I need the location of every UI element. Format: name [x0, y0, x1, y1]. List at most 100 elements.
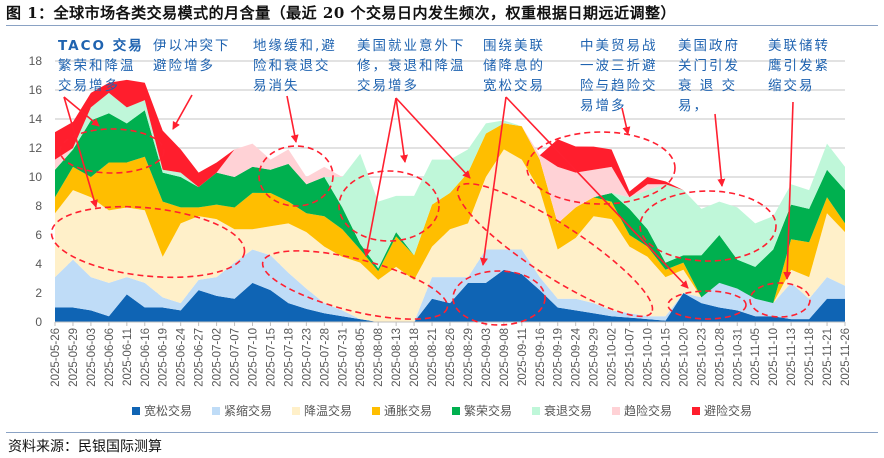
x-tick-label: 2025-09-08	[499, 328, 511, 387]
x-tick-label: 2025-10-02	[607, 328, 619, 387]
annotation-4: 围绕美联 储降息的 宽松交易	[483, 36, 545, 96]
annotation-5: 中美贸易战一波三折避险与趋险交易增多	[580, 36, 658, 116]
legend-item: 紧缩交易	[211, 402, 272, 419]
annotation-line: 险与趋险交	[580, 78, 658, 94]
y-tick-label: 12	[29, 141, 43, 155]
x-tick-label: 2025-10-28	[714, 328, 726, 387]
legend-swatch	[211, 406, 220, 415]
chart-legend: 宽松交易 紧缩交易 降温交易 通胀交易 繁荣交易 衰退交易 趋险交易 避险交易	[0, 402, 884, 419]
legend-label: 避险交易	[704, 404, 753, 418]
x-tick-label: 2025-09-11	[517, 328, 529, 386]
legend-swatch	[532, 406, 541, 415]
y-tick-label: 18	[29, 54, 43, 68]
x-tick-label: 2025-08-08	[373, 328, 385, 387]
area-series-2	[55, 149, 845, 322]
y-tick-label: 10	[29, 170, 43, 184]
x-tick-label: 2025-08-05	[355, 328, 367, 387]
stacked-area-chart: 0 2 4 6 8 10 12 14 16 18 2025-05-26 2025-05-29 2025-…	[29, 54, 852, 387]
x-tick-label: 2025-10-20	[678, 328, 690, 387]
highlight-ellipses	[50, 128, 811, 326]
x-tick-label: 2025-10-07	[625, 328, 637, 387]
legend-label: 衰退交易	[544, 404, 593, 418]
x-tick-label: 2025-10-31	[732, 328, 744, 387]
ellipse-tightening-nov	[749, 282, 811, 318]
x-tick-label: 2025-09-03	[481, 328, 493, 387]
annotation-line: 交易增多	[357, 78, 419, 94]
annotation-line: 围绕美联	[483, 38, 545, 54]
legend-swatch	[291, 406, 300, 415]
legend-item: 避险交易	[692, 402, 752, 419]
arrow-hawk	[783, 101, 794, 280]
legend-label: 繁荣交易	[464, 404, 513, 418]
annotation-line: 鹰引发紧	[768, 58, 830, 74]
arrow-fed-2	[505, 96, 689, 289]
legend-item: 趋险交易	[612, 402, 672, 419]
arrow-fed-1	[479, 96, 507, 266]
x-tick-label: 2025-07-07	[230, 328, 242, 387]
legend-label: 趋险交易	[624, 404, 673, 418]
ellipse-cooling-aug	[261, 250, 449, 320]
annotation-line: 衰 退 交	[678, 78, 738, 94]
arrow-jobs-2	[363, 97, 397, 257]
area-series-3	[55, 123, 845, 304]
annotation-line: 险和衰退交	[253, 58, 331, 74]
x-tick-label: 2025-10-23	[696, 328, 708, 387]
annotation-line: 中美贸易战	[580, 38, 658, 54]
arrow-taco-1	[63, 96, 100, 127]
legend-swatch	[612, 406, 621, 415]
annotation-line: 易增多	[580, 98, 627, 114]
arrow-iran	[172, 94, 193, 130]
annotation-line: 繁荣和降温	[58, 58, 136, 74]
annotation-0: TACO 交易 繁荣和降温交易增多	[58, 36, 144, 96]
x-tick-label: 2025-11-05	[750, 328, 762, 386]
y-tick-label: 16	[29, 83, 43, 97]
x-tick-label: 2025-09-16	[535, 328, 547, 387]
y-tick-label: 6	[35, 228, 42, 242]
y-tick-label: 4	[35, 257, 42, 271]
legend-item: 通胀交易	[371, 402, 432, 419]
ellipse-risk-oct	[526, 131, 676, 205]
annotation-line: 地缘缓和,避	[253, 38, 337, 54]
x-tick-label: 2025-09-29	[589, 328, 601, 387]
annotation-line: 宽松交易	[483, 78, 545, 94]
annotation-arrows	[63, 94, 794, 289]
x-tick-label: 2025-09-19	[553, 328, 565, 387]
x-tick-label: 2025-08-13	[391, 328, 403, 387]
ellipse-boom	[59, 128, 165, 174]
x-tick-label: 2025-10-15	[660, 328, 672, 387]
annotation-line: 关门引发	[678, 58, 740, 74]
x-tick-label: 2025-08-18	[409, 328, 421, 387]
x-tick-label: 2025-05-26	[50, 328, 62, 387]
annotation-line: 缩交易	[768, 78, 815, 94]
source-note: 资料来源：民银国际测算	[8, 439, 162, 455]
legend-item: 降温交易	[291, 402, 352, 419]
ellipse-easing-sep	[452, 270, 546, 326]
area-series-4	[55, 110, 845, 304]
legend-swatch	[131, 406, 140, 415]
annotation-7: 美联储转 鹰引发紧 缩交易	[768, 36, 830, 96]
x-tick-label: 2025-06-27	[194, 328, 206, 387]
x-tick-label: 2025-11-26	[840, 328, 852, 386]
legend-label: 降温交易	[303, 404, 352, 418]
x-tick-label: 2025-06-03	[86, 328, 98, 387]
arrow-taco-2	[63, 96, 98, 208]
arrow-jobs-1	[395, 97, 408, 163]
figure-title: 图 1：全球市场各类交易模式的月含量（最近 20 个交易日内发生频次，权重根据日…	[6, 4, 676, 22]
annotation-line: 一波三折避	[580, 58, 658, 74]
annotation-line: 避险增多	[153, 58, 215, 74]
x-tick-label: 2025-11-13	[786, 328, 798, 386]
y-tick-label: 8	[35, 199, 42, 213]
x-tick-label: 2025-06-19	[158, 328, 170, 387]
annotation-line: 易消失	[253, 78, 300, 94]
x-tick-label: 2025-05-29	[68, 328, 80, 387]
annotation-line: 美国就业意外下	[357, 38, 466, 54]
annotation-line: TACO 交易	[58, 38, 144, 54]
annotation-2: 地缘缓和,避 险和衰退交易消失	[253, 36, 337, 96]
x-tick-label: 2025-11-18	[804, 328, 816, 386]
annotation-overlay	[50, 94, 811, 326]
x-tick-label: 2025-07-10	[248, 328, 260, 387]
arrow-geo	[286, 95, 299, 143]
legend-swatch	[452, 406, 460, 415]
annotation-line: 交易增多	[58, 78, 120, 94]
annotation-line: 伊以冲突下	[153, 38, 231, 54]
